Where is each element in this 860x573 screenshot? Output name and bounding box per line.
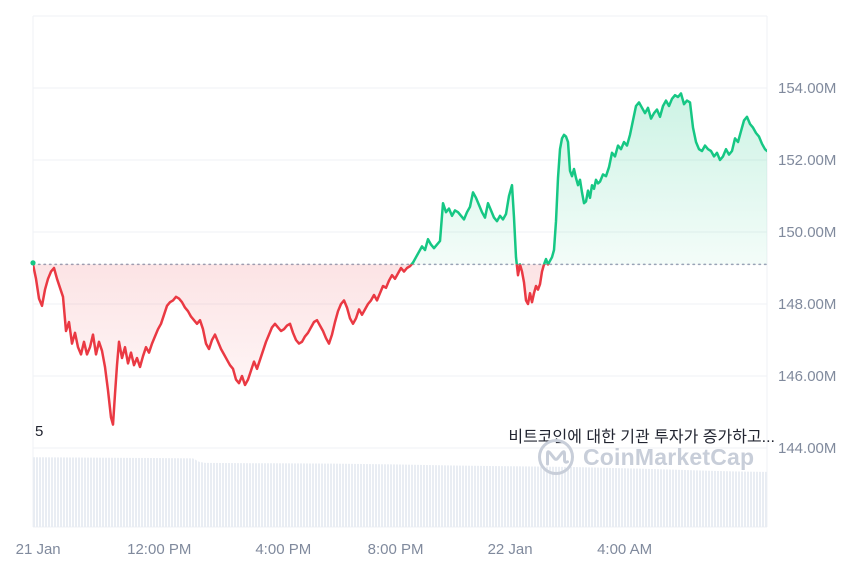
y-axis-label: 144.00M bbox=[778, 440, 837, 457]
watermark-text: CoinMarketCap bbox=[583, 444, 755, 470]
x-axis-label: 22 Jan bbox=[487, 541, 533, 558]
x-axis-label: 21 Jan bbox=[15, 541, 61, 558]
x-axis-label: 8:00 PM bbox=[367, 541, 424, 558]
y-axis-label: 152.00M bbox=[778, 152, 837, 169]
y-axis-label: 150.00M bbox=[778, 224, 837, 241]
x-axis-label: 12:00 PM bbox=[127, 541, 192, 558]
y-axis-label: 146.00M bbox=[778, 368, 837, 385]
news-headline-link[interactable]: 비트코인에 대한 기관 투자가 증가하고... bbox=[508, 429, 775, 446]
y-axis-label: 148.00M bbox=[778, 296, 837, 313]
news-marker-count[interactable]: 5 bbox=[35, 423, 44, 440]
x-axis-label: 4:00 AM bbox=[597, 541, 653, 558]
watermark: CoinMarketCap bbox=[536, 436, 754, 478]
y-axis-label: 154.00M bbox=[778, 80, 837, 97]
coinmarketcap-logo-icon bbox=[538, 439, 574, 475]
x-axis-label: 4:00 PM bbox=[255, 541, 312, 558]
